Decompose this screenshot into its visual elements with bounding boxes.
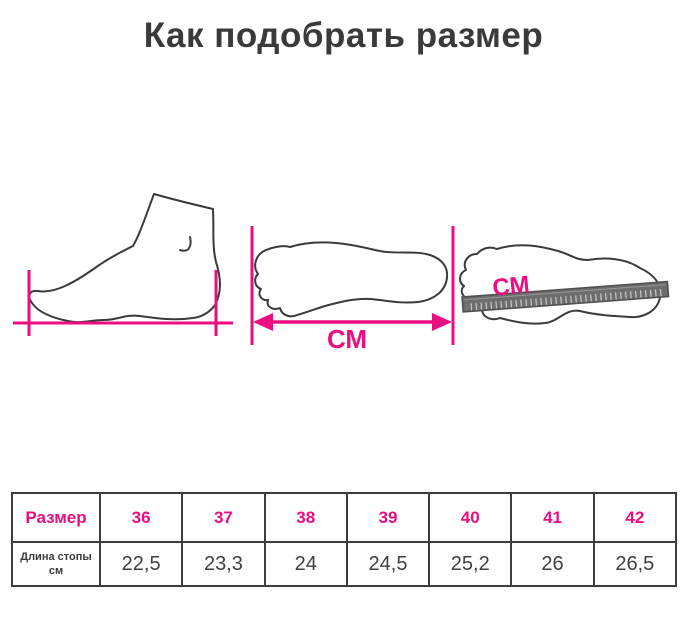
size-cell: 36 <box>98 492 184 543</box>
length-cell: 24 <box>263 541 348 587</box>
measurement-illustrations: СМ СМ <box>13 193 670 354</box>
ruler-highlight <box>464 284 666 301</box>
arrowhead-left-icon <box>253 313 273 331</box>
length-cell: 25,2 <box>428 541 513 587</box>
footprint-arrow-illustration: СМ <box>250 226 455 354</box>
size-header-cell: Размер <box>11 492 101 543</box>
length-cell: 24,5 <box>345 541 431 587</box>
ruler-ticks <box>466 288 665 311</box>
size-cell: 42 <box>592 492 678 543</box>
ruler <box>461 280 670 313</box>
arrowhead-right-icon <box>432 313 452 331</box>
size-cell: 37 <box>181 492 266 543</box>
length-cell: 22,5 <box>98 541 184 587</box>
table-header-row: Размер 36 37 38 39 40 41 42 <box>11 492 678 543</box>
ankle-mark <box>179 236 192 252</box>
side-foot-outline <box>28 193 221 324</box>
size-cell: 41 <box>510 492 595 543</box>
size-cell: 40 <box>428 492 513 543</box>
cm-label-2: СМ <box>491 271 531 302</box>
length-label-cell: Длина стопы см <box>11 541 101 587</box>
length-cell: 26 <box>510 541 595 587</box>
size-cell: 38 <box>263 492 348 543</box>
footprint-ruler-illustration: СМ <box>459 244 670 325</box>
page-title: Как подобрать размер <box>143 16 544 55</box>
size-cell: 39 <box>345 492 431 543</box>
side-foot-illustration <box>13 193 233 336</box>
cm-label: СМ <box>327 324 367 354</box>
size-table: Размер 36 37 38 39 40 41 42 Длина стопы … <box>11 492 678 587</box>
length-cell: 23,3 <box>181 541 266 587</box>
table-length-row: Длина стопы см 22,5 23,3 24 24,5 25,2 26… <box>11 541 678 587</box>
length-cell: 26,5 <box>592 541 678 587</box>
footprint-outline <box>254 241 449 318</box>
